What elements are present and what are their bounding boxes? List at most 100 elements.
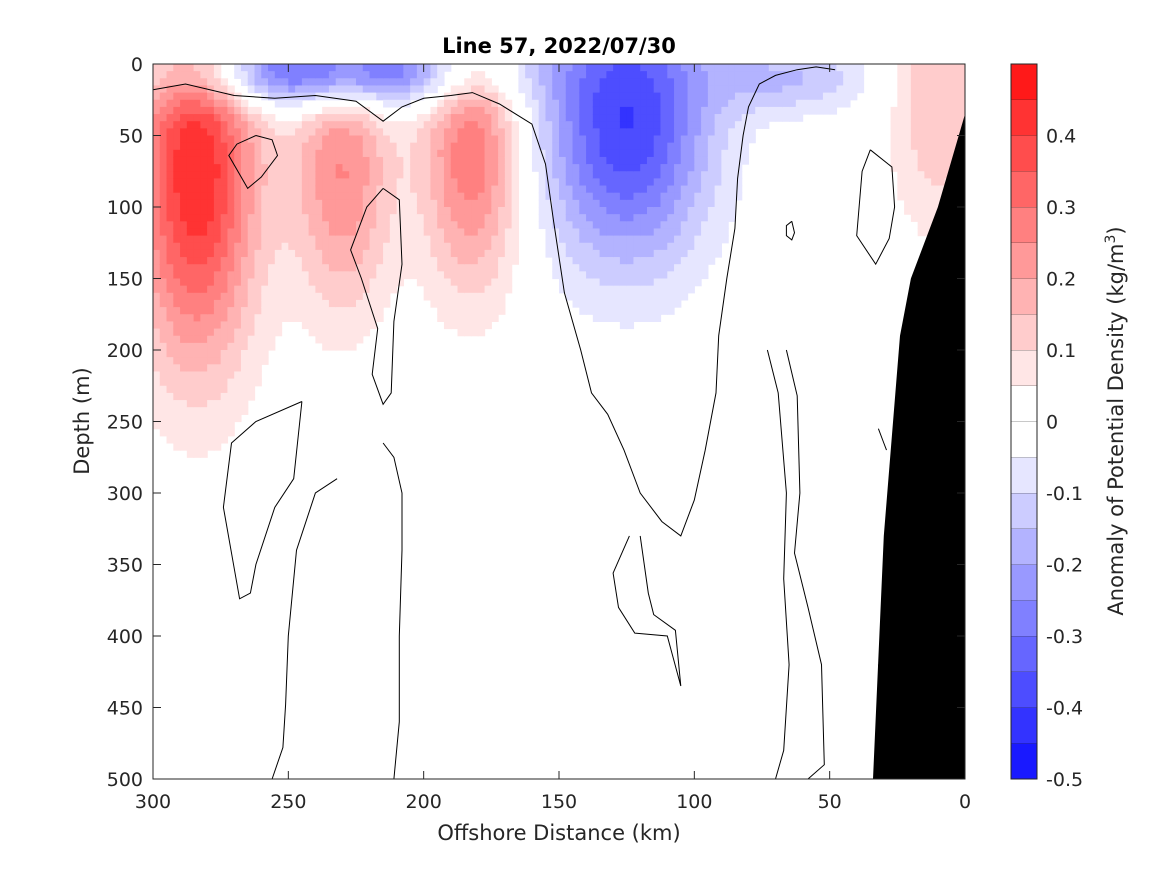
field-cell: [281, 249, 289, 258]
field-cell: [322, 342, 330, 351]
field-cell: [186, 407, 195, 415]
field-cell: [288, 142, 296, 151]
field-cell: [646, 228, 655, 237]
field-cell: [227, 257, 235, 265]
field-cell: [213, 278, 222, 287]
field-cell: [356, 185, 364, 194]
field-cell: [680, 142, 689, 151]
field-cell: [207, 350, 215, 358]
field-cell: [396, 142, 404, 151]
field-cell: [937, 78, 946, 87]
field-cell: [268, 307, 276, 315]
field-cell: [437, 99, 445, 108]
field-cell: [822, 106, 831, 115]
field-cell: [342, 307, 350, 315]
field-cell: [389, 242, 398, 251]
field-cell: [254, 171, 262, 179]
field-cell: [443, 285, 452, 294]
field-cell: [153, 335, 161, 344]
field-cell: [213, 99, 222, 108]
field-cell: [186, 214, 195, 222]
field-cell: [247, 307, 256, 315]
field-cell: [268, 342, 276, 351]
field-cell: [240, 385, 249, 394]
field-cell: [586, 106, 594, 115]
field-cell: [301, 249, 310, 258]
field-cell: [491, 92, 499, 101]
field-cell: [701, 192, 709, 201]
field-cell: [802, 71, 810, 79]
field-cell: [843, 71, 851, 79]
field-cell: [166, 407, 174, 415]
field-cell: [579, 85, 587, 94]
field-cell: [180, 114, 188, 122]
field-cell: [904, 199, 912, 208]
field-cell: [477, 192, 486, 201]
field-cell: [423, 185, 432, 194]
field-cell: [477, 121, 486, 129]
field-cell: [295, 78, 303, 87]
field-cell: [220, 149, 229, 158]
field-cell: [924, 199, 932, 208]
field-cell: [484, 321, 492, 330]
field-cell: [362, 156, 371, 165]
field-cell: [207, 249, 215, 258]
field-cell: [572, 149, 580, 158]
field-cell: [247, 285, 256, 294]
field-cell: [958, 99, 965, 108]
field-cell: [213, 400, 222, 408]
field-cell: [186, 371, 195, 380]
field-cell: [606, 192, 614, 201]
field-cell: [308, 185, 316, 194]
field-cell: [917, 171, 925, 179]
field-cell: [721, 178, 729, 187]
field-cell: [335, 185, 344, 194]
field-cell: [173, 114, 181, 122]
field-cell: [200, 357, 208, 365]
field-cell: [646, 121, 655, 129]
field-cell: [511, 214, 519, 222]
field-cell: [153, 114, 161, 122]
field-cell: [153, 228, 161, 237]
field-cell: [768, 78, 777, 87]
field-cell: [281, 271, 289, 280]
field-cell: [674, 121, 682, 129]
field-cell: [937, 121, 946, 129]
field-cell: [376, 135, 384, 144]
field-cell: [586, 278, 594, 287]
field-cell: [626, 64, 635, 72]
field-cell: [904, 171, 912, 179]
field-cell: [572, 128, 580, 137]
field-cell: [687, 85, 695, 94]
field-cell: [159, 121, 168, 129]
field-cell: [802, 92, 810, 101]
field-cell: [768, 85, 777, 94]
field-cell: [721, 114, 729, 122]
field-cell: [545, 156, 553, 165]
field-cell: [410, 85, 418, 94]
field-cell: [538, 99, 547, 108]
field-cell: [694, 228, 702, 237]
field-cell: [227, 299, 235, 308]
field-cell: [261, 242, 269, 251]
field-cell: [471, 171, 479, 179]
field-cell: [701, 235, 709, 244]
field-cell: [335, 335, 344, 344]
field-cell: [734, 92, 743, 101]
field-cell: [633, 307, 641, 315]
field-cell: [525, 85, 533, 94]
field-cell: [552, 171, 560, 179]
field-cell: [721, 142, 729, 151]
field-cell: [301, 178, 310, 187]
field-cell: [674, 271, 682, 280]
field-cell: [213, 135, 222, 144]
field-cell: [396, 156, 404, 165]
field-cell: [437, 249, 445, 258]
field-cell: [274, 199, 283, 208]
field-cell: [288, 85, 296, 94]
field-cell: [369, 185, 377, 194]
field-cell: [240, 350, 249, 358]
field-cell: [234, 321, 242, 330]
field-cell: [207, 278, 215, 287]
field-cell: [464, 235, 472, 244]
